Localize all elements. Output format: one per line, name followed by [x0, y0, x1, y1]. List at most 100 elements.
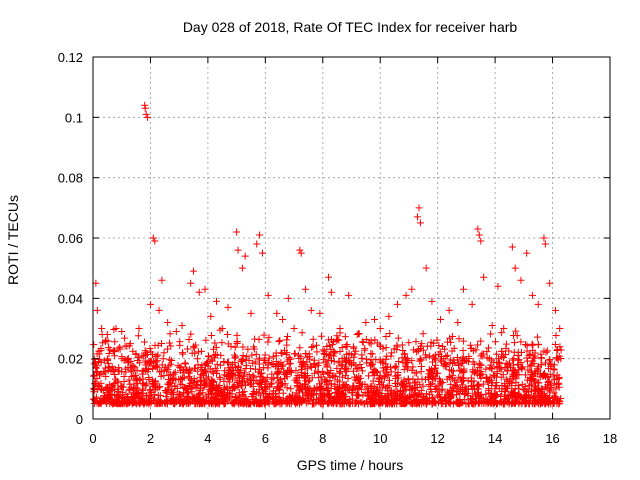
data-point: [334, 376, 342, 384]
data-point: [505, 347, 513, 355]
data-point: [296, 344, 304, 352]
data-point: [487, 330, 495, 338]
data-point: [540, 396, 548, 404]
data-point: [214, 400, 222, 408]
data-point: [524, 366, 532, 374]
data-point: [224, 340, 232, 348]
x-tick-label: 10: [373, 431, 387, 446]
data-point: [232, 353, 240, 361]
data-point: [151, 378, 159, 386]
data-point: [546, 387, 554, 395]
data-point: [368, 385, 376, 393]
data-point: [392, 391, 400, 399]
data-point: [332, 373, 340, 381]
data-point: [427, 380, 435, 388]
data-point: [157, 367, 165, 375]
data-point: [517, 348, 525, 356]
data-point: [210, 345, 218, 353]
data-point: [136, 359, 144, 367]
data-point: [517, 276, 525, 284]
data-point: [184, 345, 192, 353]
data-point: [284, 394, 292, 402]
data-point: [234, 371, 242, 379]
data-point: [202, 336, 210, 344]
data-point: [284, 294, 292, 302]
data-point: [488, 376, 496, 384]
data-point: [143, 351, 151, 359]
data-point: [519, 363, 527, 371]
data-point: [351, 400, 359, 408]
data-point: [164, 384, 172, 392]
data-point: [239, 352, 247, 360]
data-point: [476, 395, 484, 403]
data-point: [313, 341, 321, 349]
data-point: [168, 357, 176, 365]
data-point: [437, 358, 445, 366]
data-point: [126, 340, 134, 348]
data-point: [231, 343, 239, 351]
data-point: [552, 331, 560, 339]
data-point: [338, 361, 346, 369]
data-point: [317, 392, 325, 400]
data-point: [390, 390, 398, 398]
data-point: [446, 399, 454, 407]
data-point: [474, 341, 482, 349]
data-point: [432, 385, 440, 393]
data-point: [139, 389, 147, 397]
data-point: [504, 367, 512, 375]
data-point: [174, 362, 182, 370]
data-point: [401, 395, 409, 403]
data-point: [144, 113, 152, 121]
data-point: [238, 388, 246, 396]
data-point: [158, 276, 166, 284]
data-point: [459, 346, 467, 354]
data-point: [143, 367, 151, 375]
data-point: [136, 376, 144, 384]
data-point: [197, 399, 205, 407]
data-point: [497, 399, 505, 407]
x-axis-label: GPS time / hours: [297, 457, 404, 473]
data-point: [339, 381, 347, 389]
data-point: [393, 300, 401, 308]
data-point: [196, 396, 204, 404]
data-point: [228, 399, 236, 407]
data-point: [136, 400, 144, 408]
data-point: [445, 373, 453, 381]
data-point: [437, 400, 445, 408]
data-point: [104, 359, 112, 367]
data-point: [393, 341, 401, 349]
data-point: [115, 394, 123, 402]
data-point: [97, 370, 105, 378]
data-point: [529, 376, 537, 384]
data-point: [194, 348, 202, 356]
data-point: [245, 356, 253, 364]
data-point: [213, 351, 221, 359]
data-point: [521, 386, 529, 394]
data-point: [459, 353, 467, 361]
data-point: [417, 363, 425, 371]
data-point: [316, 309, 324, 317]
data-point: [130, 362, 138, 370]
data-point: [319, 395, 327, 403]
data-point: [174, 393, 182, 401]
data-point: [324, 399, 332, 407]
data-point: [502, 385, 510, 393]
data-point: [550, 372, 558, 380]
data-point: [526, 362, 534, 370]
data-point: [477, 374, 485, 382]
data-point: [537, 350, 545, 358]
data-point: [478, 352, 486, 360]
data-point: [101, 368, 109, 376]
data-point: [555, 374, 563, 382]
data-point: [541, 240, 549, 248]
data-point: [370, 372, 378, 380]
data-point: [203, 375, 211, 383]
data-point: [526, 351, 534, 359]
data-point: [304, 398, 312, 406]
data-point: [434, 399, 442, 407]
data-point: [469, 368, 477, 376]
data-point: [300, 396, 308, 404]
data-point: [220, 377, 228, 385]
data-point: [101, 364, 109, 372]
data-point: [168, 396, 176, 404]
